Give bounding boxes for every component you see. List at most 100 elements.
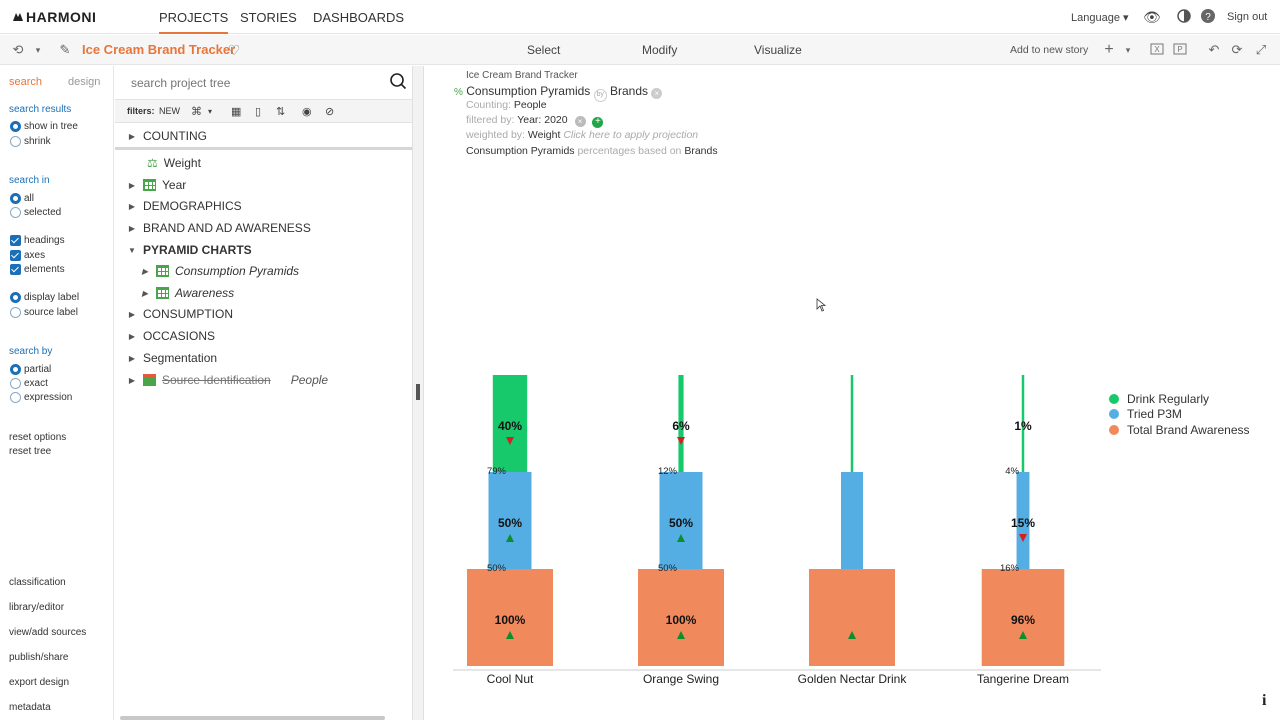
radio-show-in-tree[interactable]: show in tree	[10, 121, 78, 132]
sign-out-link[interactable]: Sign out	[1227, 11, 1268, 23]
add-to-new-story-button[interactable]: Add to new story	[1010, 44, 1089, 56]
info-brands[interactable]: Brands	[610, 84, 649, 98]
up-arrow-icon	[677, 631, 685, 639]
edit-pencil-icon[interactable]: ✎	[59, 42, 71, 57]
radio-source-label[interactable]: source label	[10, 307, 78, 318]
view-add-sources-link[interactable]: view/add sources	[9, 627, 87, 638]
visualize-menu[interactable]: Visualize	[754, 43, 802, 57]
tree-item-source-identification[interactable]: ▶ Source Identification People	[127, 370, 328, 390]
tree-item-awareness[interactable]: ▶ Awareness	[140, 283, 234, 303]
publish-share-link[interactable]: publish/share	[9, 652, 69, 663]
help-icon[interactable]: ?	[1201, 9, 1215, 26]
chevron-down-icon[interactable]: ▾	[35, 45, 41, 55]
pct-table[interactable]: Consumption Pyramids	[466, 145, 575, 157]
source-icon	[143, 374, 156, 386]
tree-item-label: CONSUMPTION	[143, 307, 233, 321]
horizontal-scrollbar[interactable]	[120, 716, 385, 720]
tree-item-brand-and-ad-awareness[interactable]: ▶ BRAND AND AD AWARENESS	[127, 218, 311, 238]
splitter-handle[interactable]	[416, 384, 420, 400]
weighted-value[interactable]: Weight	[527, 129, 561, 141]
tree-item-weight[interactable]: ⚖ Weight	[147, 153, 201, 173]
info-filtered: filtered by: Year: 2020 × +	[466, 114, 604, 128]
project-title[interactable]: Ice Cream Brand Tracker	[82, 42, 236, 57]
contrast-icon[interactable]	[1177, 9, 1191, 26]
radio-shrink[interactable]: shrink	[10, 136, 51, 147]
svg-text:X: X	[1154, 45, 1160, 54]
tree-item-demographics[interactable]: ▶ DEMOGRAPHICS	[127, 196, 242, 216]
data-label: 15%	[1011, 516, 1035, 530]
nav-dashboards[interactable]: DASHBOARDS	[313, 10, 405, 25]
grid-view-icon[interactable]: ▦	[231, 106, 242, 118]
heart-icon[interactable]: ♡	[227, 42, 241, 58]
radio-display-label[interactable]: display label	[10, 292, 79, 303]
checkbox-elements[interactable]: elements	[10, 264, 65, 275]
pct-base[interactable]: Brands	[684, 145, 718, 157]
select-menu[interactable]: Select	[527, 43, 561, 57]
counting-value[interactable]: People	[513, 99, 547, 111]
undo-icon[interactable]: ↶	[1208, 42, 1220, 57]
history-icon[interactable]: ⟲	[12, 42, 24, 57]
up-arrow-icon	[848, 631, 856, 639]
nav-projects[interactable]: PROJECTS	[159, 10, 229, 34]
pane-splitter[interactable]	[412, 66, 424, 720]
up-arrow-icon	[677, 534, 685, 542]
powerpoint-export-icon[interactable]: P	[1172, 42, 1188, 58]
column-icon[interactable]: ▯	[255, 106, 262, 118]
tree-item-pyramid-charts[interactable]: ▼ PYRAMID CHARTS	[127, 240, 252, 260]
sort-icon[interactable]: ⇅	[276, 106, 286, 118]
refresh-icon[interactable]: ⟳	[1231, 42, 1243, 57]
remove-filter-icon[interactable]: ×	[574, 116, 586, 127]
reset-options-link[interactable]: reset options	[9, 432, 67, 443]
reset-tree-link[interactable]: reset tree	[9, 446, 52, 457]
tree-item-segmentation[interactable]: ▶ Segmentation	[127, 348, 217, 368]
projection-hint[interactable]: Click here to apply projection	[563, 129, 699, 141]
info-icon[interactable]: i	[1262, 692, 1267, 709]
tab-search[interactable]: search	[9, 76, 43, 88]
eye-icon[interactable]: 👁	[1143, 9, 1161, 25]
down-arrow-icon	[1019, 534, 1027, 542]
chevron-down-icon[interactable]: ▾	[1125, 45, 1131, 55]
radio-partial[interactable]: partial	[10, 364, 51, 375]
caret-down-icon: ▼	[128, 245, 136, 255]
remove-icon[interactable]: ×	[651, 88, 663, 99]
tree-item-consumption-pyramids[interactable]: ▶ Consumption Pyramids	[140, 261, 299, 281]
modify-menu[interactable]: Modify	[642, 43, 678, 57]
harmoni-logo[interactable]: HARMONI	[12, 9, 96, 25]
filters-new-button[interactable]: NEW	[159, 106, 180, 116]
conversion-label: 4%	[1005, 466, 1019, 477]
fullscreen-icon[interactable]: ⤢	[1255, 42, 1267, 57]
tree-item-consumption[interactable]: ▶ CONSUMPTION	[127, 304, 233, 324]
category-label: Tangerine Dream	[976, 672, 1070, 686]
show-eye-icon[interactable]: ◉	[302, 106, 312, 118]
tab-design[interactable]: design	[68, 76, 101, 88]
radio-off-icon	[10, 136, 21, 147]
scale-icon: ⚖	[147, 156, 158, 170]
radio-expression[interactable]: expression	[10, 392, 72, 403]
radio-selected[interactable]: selected	[10, 207, 61, 218]
checkbox-axes[interactable]: axes	[10, 250, 45, 261]
hide-eye-icon[interactable]: ⊘	[325, 106, 335, 118]
plus-icon[interactable]: +	[1104, 41, 1114, 58]
library-editor-link[interactable]: library/editor	[9, 602, 65, 613]
search-project-tree-input[interactable]	[131, 76, 381, 90]
caret-right-icon: ▶	[128, 131, 136, 141]
nav-stories[interactable]: STORIES	[240, 10, 297, 25]
metadata-link[interactable]: metadata	[9, 702, 51, 713]
tree-item-year[interactable]: ▶ Year	[127, 175, 186, 195]
export-design-link[interactable]: export design	[9, 677, 70, 688]
hierarchy-filter-icon[interactable]: ⌘	[191, 106, 202, 118]
search-icon[interactable]	[389, 72, 407, 90]
add-filter-icon[interactable]: +	[592, 117, 604, 128]
radio-exact[interactable]: exact	[10, 378, 48, 389]
radio-all[interactable]: all	[10, 193, 34, 204]
filtered-value[interactable]: Year: 2020	[517, 114, 568, 126]
language-dropdown[interactable]: Language ▾	[1071, 11, 1129, 24]
chevron-down-icon[interactable]: ▾	[208, 107, 213, 116]
down-arrow-icon	[506, 437, 514, 445]
excel-export-icon[interactable]: X	[1149, 42, 1165, 58]
info-table-name[interactable]: Consumption Pyramids	[466, 84, 591, 98]
checkbox-headings[interactable]: headings	[10, 235, 65, 246]
tree-item-occasions[interactable]: ▶ OCCASIONS	[127, 326, 215, 346]
tree-item-counting[interactable]: ▶ COUNTING	[127, 126, 207, 146]
classification-link[interactable]: classification	[9, 577, 66, 588]
